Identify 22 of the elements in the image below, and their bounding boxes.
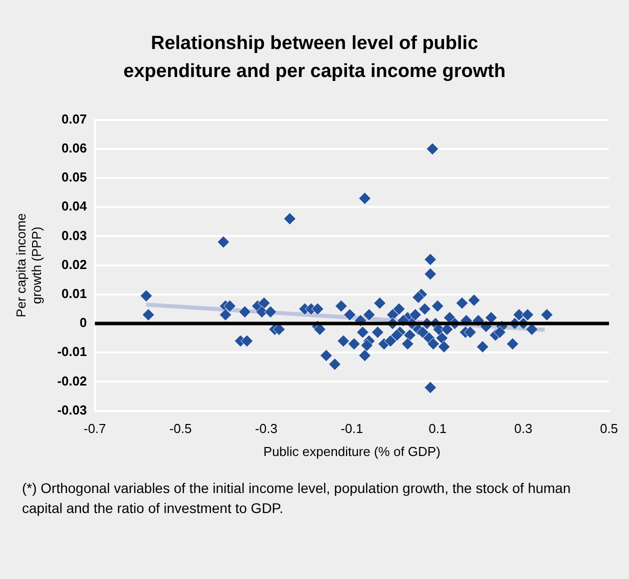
y-tick-label: -0.03	[57, 402, 87, 418]
x-axis-title: Public expenditure (% of GDP)	[263, 444, 440, 459]
y-tick-label: -0.01	[57, 344, 87, 360]
y-tick-label: 0.07	[62, 111, 87, 126]
x-tick-label: 0.1	[428, 421, 447, 436]
y-tick-label: 0.02	[62, 256, 87, 272]
x-tick-label: -0.3	[255, 421, 278, 436]
y-tick-label: 0.01	[62, 286, 87, 301]
x-tick-label: 0.3	[514, 421, 532, 436]
chart-title: Relationship between level of public expenditure and per capita income growth	[122, 32, 507, 84]
x-tick-label: -0.7	[84, 421, 106, 436]
x-tick-label: -0.1	[340, 421, 364, 436]
y-axis-title: Per capita income growth (PPP)	[13, 213, 44, 318]
x-tick-label: -0.5	[169, 421, 192, 436]
y-tick-label: 0	[80, 315, 87, 330]
text: (*) Orthogonal variables of the initial income level, population growth, the stock of human capital and the ratio of investment to GDP.	[22, 479, 572, 518]
x-tick-label: 0.5	[600, 421, 618, 436]
y-tick-label: 0.06	[62, 140, 87, 156]
y-tick-label: -0.02	[57, 373, 87, 388]
y-tick-label: 0.05	[62, 170, 87, 185]
y-tick-label: 0.03	[62, 228, 87, 243]
y-tick-label: 0.04	[62, 198, 88, 214]
